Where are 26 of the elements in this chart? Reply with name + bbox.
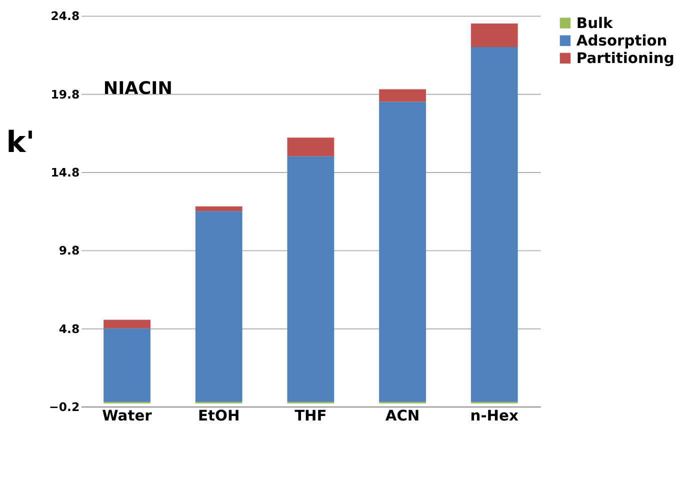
y-tick-label: 19.8 (50, 87, 80, 102)
bar (379, 89, 426, 102)
x-tick-label: n-Hex (470, 408, 519, 425)
legend-label: Partitioning (576, 50, 674, 68)
y-tick-label: 4.8 (58, 322, 80, 336)
y-tick-label: 9.8 (58, 244, 80, 258)
legend-label: Adsorption (576, 32, 668, 50)
y-tick-label: 24.8 (50, 9, 80, 24)
bar (470, 24, 518, 47)
y-tick-label: 14.8 (50, 165, 80, 180)
bar (287, 138, 334, 156)
x-tick-label: EtOH (198, 408, 240, 425)
bar (195, 211, 242, 402)
x-tick-label: Water (102, 408, 153, 425)
bar (470, 46, 518, 402)
bar (287, 156, 334, 402)
x-tick-label: THF (294, 408, 327, 425)
legend-label: Bulk (576, 14, 614, 32)
bar (104, 320, 150, 328)
bar (195, 206, 242, 212)
y-axis-title: k' (6, 125, 35, 160)
y-tick-label: −0.2 (49, 400, 80, 414)
bar (379, 102, 426, 402)
bar (104, 328, 150, 402)
text: NIACIN (103, 78, 172, 99)
x-tick-label: ACN (385, 408, 420, 425)
